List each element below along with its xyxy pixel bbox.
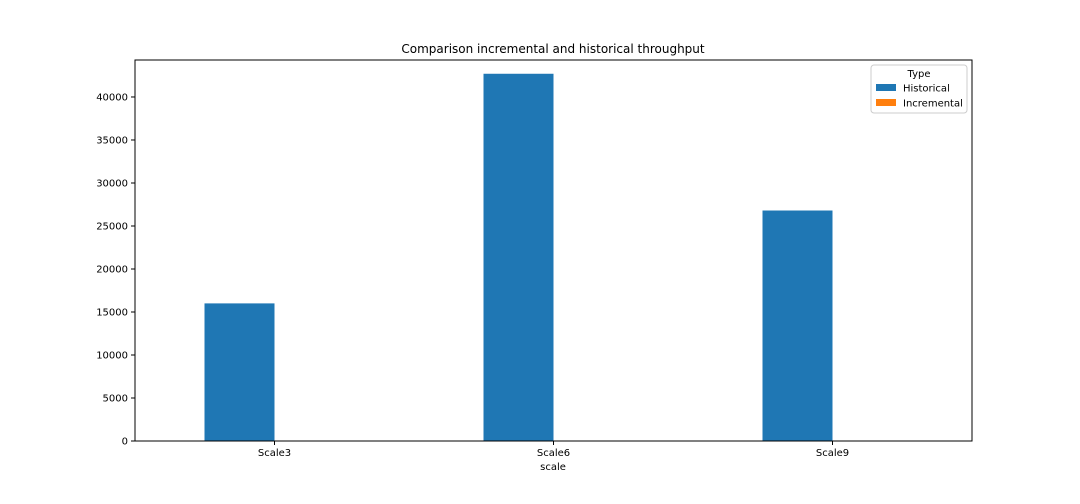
legend-title: Type <box>907 69 931 80</box>
chart-title: Comparison incremental and historical th… <box>401 42 705 56</box>
y-tick-label: 25000 <box>96 221 128 232</box>
legend-label-historical: Historical <box>903 84 950 95</box>
y-tick-label: 40000 <box>96 92 128 103</box>
y-tick-label: 10000 <box>96 350 128 361</box>
x-axis: Scale3 Scale6 Scale9 <box>258 441 849 459</box>
x-tick-label-scale6: Scale6 <box>537 448 570 459</box>
bar-historical-scale3 <box>204 303 275 441</box>
bars-layer <box>204 73 833 442</box>
bar-historical-scale6 <box>483 73 554 442</box>
y-tick-label: 15000 <box>96 307 128 318</box>
plot-frame <box>134 59 973 442</box>
y-tick-label: 30000 <box>96 178 128 189</box>
y-axis: 0 5000 10000 15000 20000 25000 30000 35000 40000 <box>96 92 135 448</box>
y-tick-label: 20000 <box>96 264 128 275</box>
legend: Type Historical Incremental <box>870 64 968 114</box>
y-tick-label: 35000 <box>96 135 128 146</box>
x-tick-label-scale9: Scale9 <box>816 448 849 459</box>
legend-entries: Historical Incremental <box>876 84 963 110</box>
bar-historical-scale9 <box>762 210 833 441</box>
x-tick-label-scale3: Scale3 <box>258 448 291 459</box>
y-tick-label: 5000 <box>103 393 128 404</box>
x-axis-label: scale <box>540 462 566 473</box>
legend-label-incremental: Incremental <box>903 99 963 110</box>
y-tick-label: 0 <box>122 437 128 448</box>
legend-swatch-historical <box>876 84 896 91</box>
legend-swatch-incremental <box>876 99 896 106</box>
